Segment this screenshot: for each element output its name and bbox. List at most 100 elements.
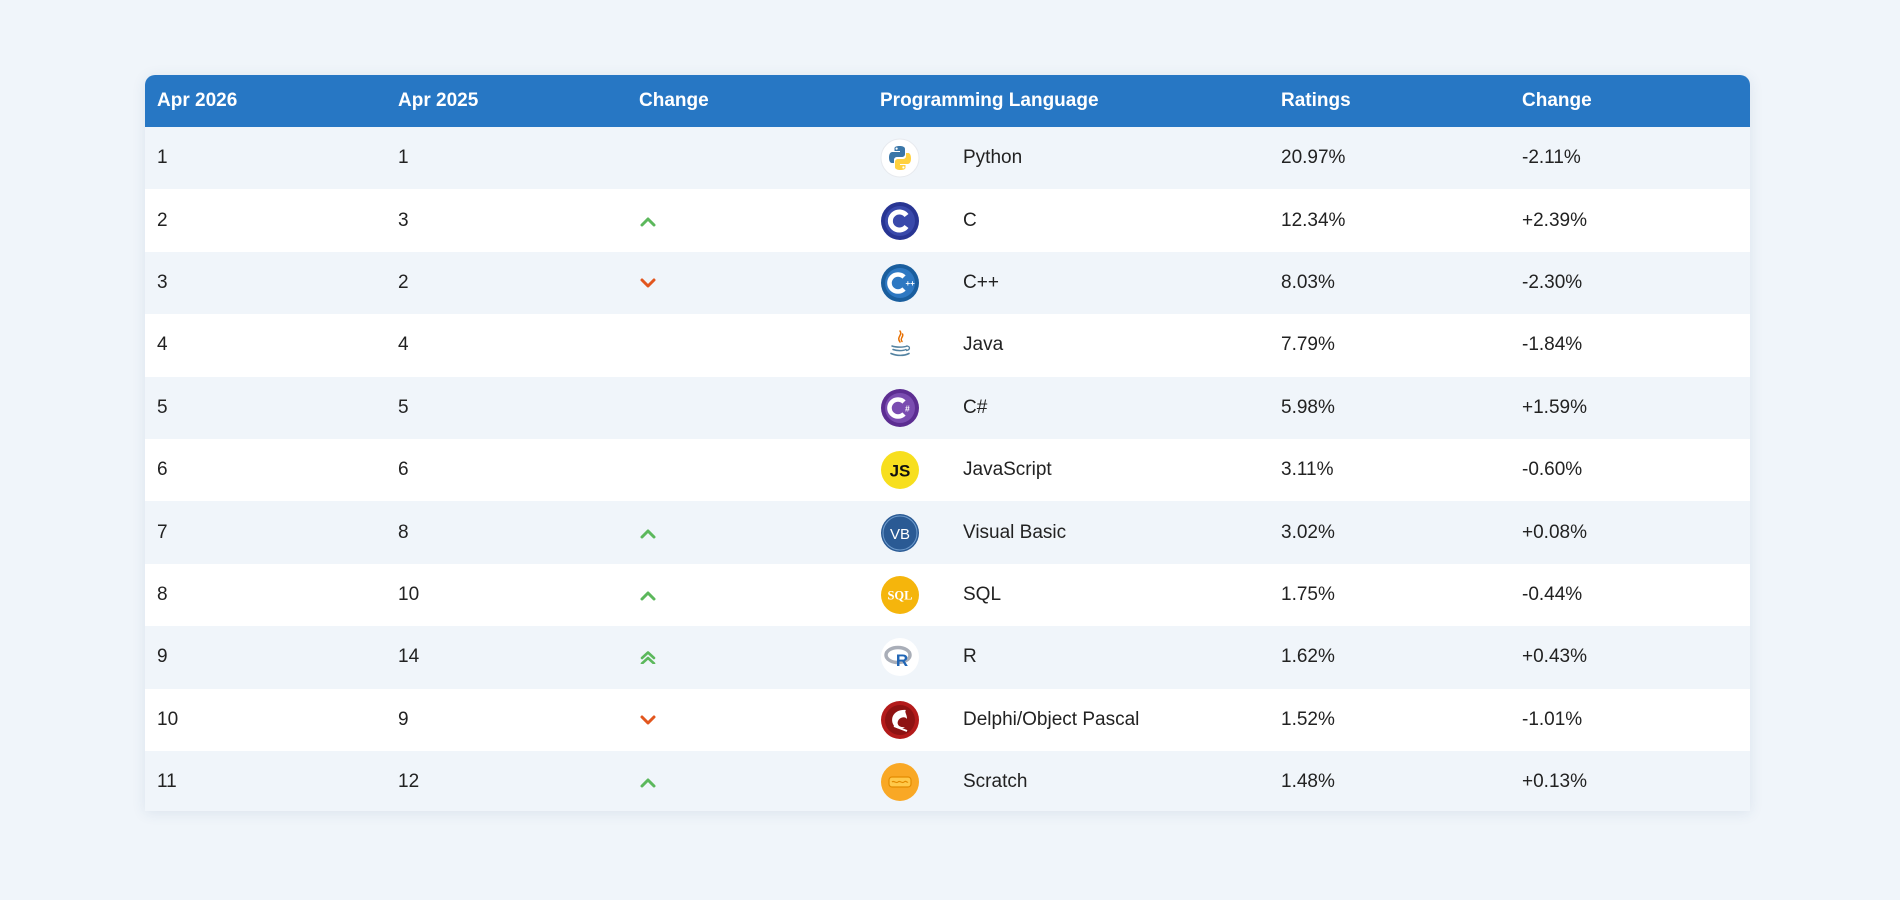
table-row[interactable]: 2 3 C 12.34% +2.39% <box>145 189 1750 252</box>
chevron-up-icon <box>640 529 656 539</box>
rank-current: 2 <box>157 209 168 231</box>
header-this-year[interactable]: Apr 2026 <box>157 90 238 111</box>
svg-text:++: ++ <box>906 279 916 288</box>
rank-change-cell <box>627 127 868 189</box>
table-row[interactable]: 3 2 ++ C++ 8.03% -2.30% <box>145 251 1750 315</box>
table-row[interactable]: 1 1 Python 20.97% -2.11% <box>145 127 1750 190</box>
table-header-row: Apr 2026 Apr 2025 Change Programming Lan… <box>145 75 1750 127</box>
table-row[interactable]: 8 10 SQL SQL 1.75% -0.44% <box>145 563 1750 627</box>
language-logo-cell <box>868 751 963 811</box>
table-row[interactable]: 4 4 Java 7.79% -1.84% <box>145 314 1750 377</box>
rating-value: 12.34% <box>1281 209 1346 231</box>
r-icon: R <box>881 638 919 677</box>
rating-change-value: -1.01% <box>1522 708 1583 730</box>
rank-previous: 12 <box>398 771 420 793</box>
rank-previous: 6 <box>398 459 409 481</box>
rating-value: 5.98% <box>1281 396 1335 418</box>
rank-current: 6 <box>157 459 168 481</box>
ranking-table-card: Apr 2026 Apr 2025 Change Programming Lan… <box>145 75 1750 811</box>
language-name[interactable]: R <box>963 646 977 668</box>
table-row[interactable]: 7 8 VB Visual Basic 3.02% +0.08% <box>145 501 1750 564</box>
visual-basic-logo-text: VB <box>890 526 910 543</box>
sql-logo-text: SQL <box>887 588 912 602</box>
rank-current: 10 <box>157 708 179 730</box>
language-name[interactable]: C# <box>963 396 988 418</box>
rank-previous: 4 <box>398 334 409 356</box>
csharp-icon: # <box>881 388 919 427</box>
rank-previous: 2 <box>398 271 409 293</box>
rating-value: 1.62% <box>1281 646 1335 668</box>
svg-text:#: # <box>905 403 910 413</box>
language-logo-cell: SQL <box>868 564 963 626</box>
cpp-icon: ++ <box>881 263 919 302</box>
ranking-table: Apr 2026 Apr 2025 Change Programming Lan… <box>145 75 1750 811</box>
chevron-down-icon <box>640 278 656 288</box>
rating-change-value: +0.08% <box>1522 521 1587 543</box>
rating-change-value: +1.59% <box>1522 396 1587 418</box>
header-change[interactable]: Change <box>639 90 709 111</box>
chevron-down-icon <box>640 715 656 725</box>
visual-basic-icon: VB <box>881 513 919 552</box>
rank-current: 4 <box>157 334 168 356</box>
rating-value: 1.52% <box>1281 708 1335 730</box>
rating-change-value: -0.44% <box>1522 583 1583 605</box>
rank-change-cell <box>627 439 868 501</box>
rank-change-cell <box>627 189 868 251</box>
language-logo-cell: VB <box>868 501 963 563</box>
chevron-up-icon <box>640 778 656 788</box>
double-chevron-up-icon <box>640 651 656 665</box>
language-name[interactable]: JavaScript <box>963 459 1052 481</box>
rank-current: 1 <box>157 147 168 169</box>
r-logo-text: R <box>896 651 908 670</box>
rank-previous: 8 <box>398 521 409 543</box>
table-row[interactable]: 9 14 R R 1.62% +0.43% <box>145 626 1750 689</box>
language-name[interactable]: Scratch <box>963 771 1028 793</box>
language-name[interactable]: Delphi/Object Pascal <box>963 708 1140 730</box>
language-name[interactable]: Visual Basic <box>963 521 1067 543</box>
table-row[interactable]: 5 5 # C# 5.98% +1.59% <box>145 376 1750 439</box>
header-ratings[interactable]: Ratings <box>1281 90 1351 111</box>
header-language[interactable]: Programming Language <box>880 90 1099 111</box>
rank-current: 5 <box>157 396 168 418</box>
rating-change-value: -2.11% <box>1522 147 1581 169</box>
rating-value: 8.03% <box>1281 271 1335 293</box>
table-row[interactable]: 11 12 Scratch 1.48% +0.13% <box>145 750 1750 811</box>
language-logo-cell <box>868 689 963 751</box>
rating-change-value: +0.43% <box>1522 646 1587 668</box>
rank-change-cell <box>627 689 868 751</box>
language-name[interactable]: C++ <box>963 271 999 293</box>
delphi-icon <box>881 700 919 739</box>
chevron-up-icon <box>640 591 656 601</box>
language-logo-cell: # <box>868 377 963 439</box>
language-name[interactable]: Python <box>963 147 1023 169</box>
header-last-year[interactable]: Apr 2025 <box>398 90 479 111</box>
rank-previous: 14 <box>398 646 420 668</box>
rating-value: 3.02% <box>1281 521 1335 543</box>
language-logo-cell <box>868 127 963 189</box>
rank-current: 9 <box>157 646 168 668</box>
header-rating-change[interactable]: Change <box>1522 90 1592 111</box>
table-row[interactable]: 6 6 JS JavaScript 3.11% -0.60% <box>145 438 1750 502</box>
javascript-logo-text: JS <box>890 462 911 481</box>
rating-change-value: +0.13% <box>1522 771 1587 793</box>
language-logo-cell <box>868 189 963 251</box>
rating-change-value: -0.60% <box>1522 459 1583 481</box>
rank-previous: 1 <box>398 147 409 169</box>
rank-current: 7 <box>157 521 168 543</box>
python-icon <box>880 138 920 178</box>
rank-change-cell <box>627 252 868 314</box>
c-icon <box>881 201 919 240</box>
rank-change-cell <box>627 314 868 376</box>
language-name[interactable]: SQL <box>963 583 1002 605</box>
scratch-icon <box>881 763 919 802</box>
rank-previous: 5 <box>398 396 409 418</box>
language-logo-cell <box>868 314 963 376</box>
language-name[interactable]: C <box>963 209 977 231</box>
rank-previous: 9 <box>398 708 409 730</box>
rank-change-cell <box>627 751 868 811</box>
rank-change-cell <box>627 626 868 688</box>
language-logo-cell: JS <box>868 439 963 501</box>
java-icon <box>881 326 919 365</box>
language-name[interactable]: Java <box>963 334 1004 356</box>
table-row[interactable]: 10 9 Delphi/Object Pascal 1.52% -1.01% <box>145 688 1750 751</box>
